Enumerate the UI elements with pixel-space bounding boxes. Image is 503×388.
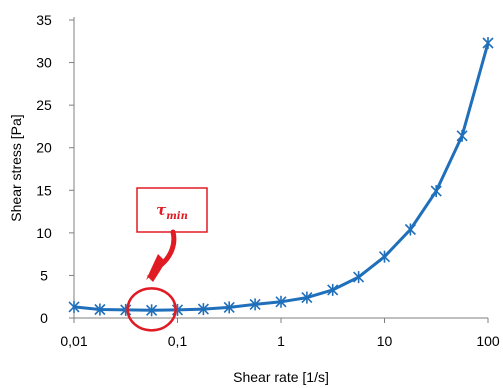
data-point	[146, 304, 158, 317]
data-point	[353, 271, 365, 284]
series	[68, 37, 494, 317]
x-tick-label: 1	[277, 333, 285, 349]
y-tick-label: 15	[36, 182, 52, 198]
data-point	[456, 129, 468, 142]
x-tick-label: 100	[476, 333, 500, 349]
x-tick-label: 0,1	[168, 333, 188, 349]
ticks: 0 5 10 15 20 25 30 35 0,01 0,1 1 10 100	[36, 12, 500, 349]
y-tick-label: 30	[36, 55, 52, 71]
y-axis-title: Shear stress [Pa]	[8, 114, 24, 221]
data-point	[249, 298, 261, 311]
tau-min-callout-box	[136, 187, 208, 233]
data-point	[223, 301, 235, 314]
y-tick-label: 20	[36, 140, 52, 156]
data-point	[94, 303, 106, 316]
x-tick-label: 10	[377, 333, 393, 349]
data-point	[68, 300, 80, 313]
data-point	[327, 283, 339, 296]
y-tick-label: 10	[36, 225, 52, 241]
tau-min-circle	[126, 287, 177, 332]
data-point	[197, 303, 209, 316]
x-tick-label: 0,01	[60, 333, 87, 349]
axes	[73, 17, 488, 319]
tau-min-arrow-shaft	[159, 229, 177, 267]
y-tick-label: 25	[36, 97, 52, 113]
x-axis-title: Shear rate [1/s]	[233, 369, 329, 385]
annotation: τmin	[126, 187, 208, 332]
y-tick-label: 35	[36, 12, 52, 28]
data-point	[275, 295, 287, 308]
y-tick-label: 0	[40, 310, 48, 326]
data-point	[378, 250, 391, 263]
data-point	[301, 291, 313, 304]
tau-min-arrow-tip	[146, 254, 166, 280]
tau-min-label: τmin	[156, 201, 188, 222]
y-tick-label: 5	[40, 267, 48, 283]
data-point	[482, 37, 494, 49]
data-point	[404, 223, 416, 236]
data-point	[430, 185, 442, 198]
series-line	[73, 42, 490, 312]
